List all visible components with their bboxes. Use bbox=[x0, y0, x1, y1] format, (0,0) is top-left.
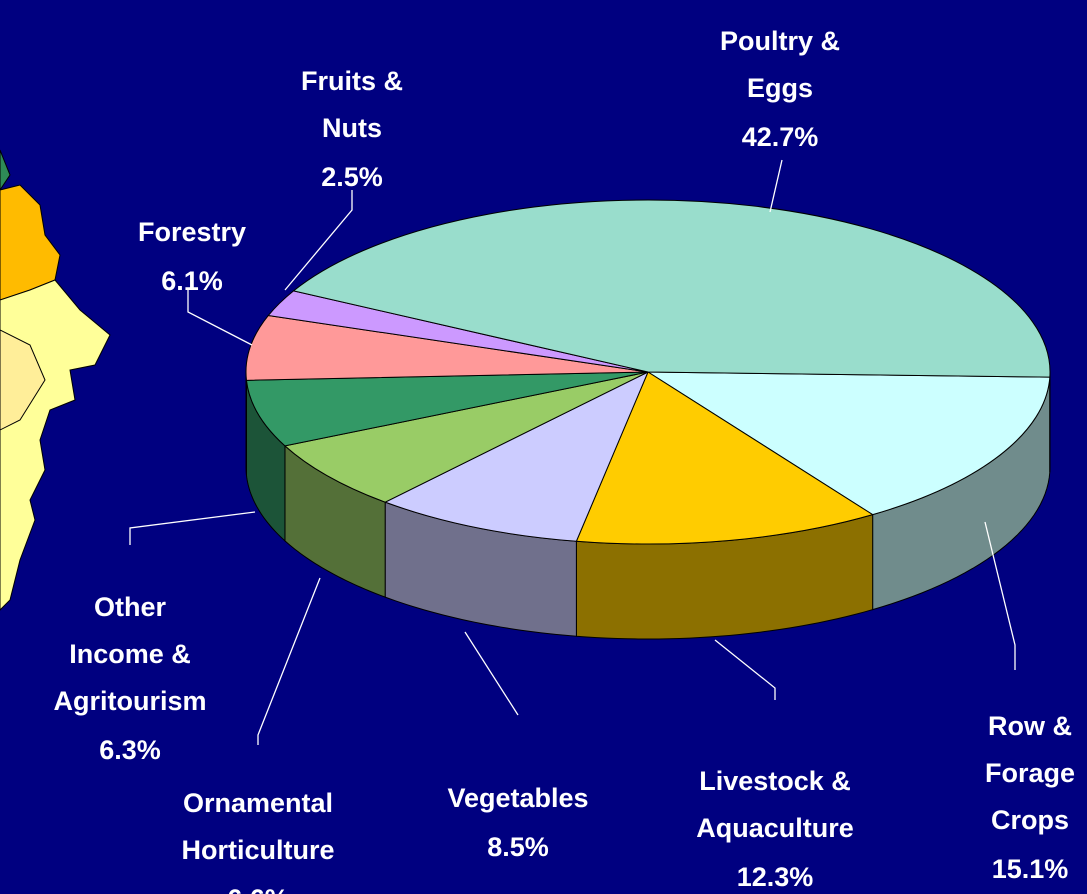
slice-label: Vegetables bbox=[447, 783, 588, 813]
slice bbox=[292, 199, 1051, 378]
leader-line bbox=[284, 190, 353, 291]
pie-tops bbox=[245, 199, 1051, 545]
slice-label: Poultry & Eggs bbox=[720, 26, 840, 103]
leader-line bbox=[187, 290, 253, 346]
map-decoration bbox=[0, 149, 111, 611]
slice-label: Other Income & Agritourism bbox=[53, 592, 206, 716]
slice bbox=[646, 371, 1051, 516]
value-label: 6.1% bbox=[161, 266, 223, 296]
slice bbox=[575, 371, 874, 545]
leader-line bbox=[464, 631, 519, 716]
value-label: 6.6% bbox=[227, 884, 289, 894]
leader-line bbox=[984, 521, 1016, 670]
slice bbox=[245, 371, 649, 447]
value-label: 12.3% bbox=[737, 862, 814, 892]
pie-sides bbox=[245, 371, 1051, 640]
value-label: 15.1% bbox=[992, 854, 1069, 884]
value-label: 6.3% bbox=[99, 735, 161, 765]
value-label: 42.7% bbox=[742, 122, 819, 152]
value-label: 2.5% bbox=[321, 162, 383, 192]
slice-label: Livestock & Aquaculture bbox=[696, 766, 854, 843]
slice-label: Fruits & Nuts bbox=[301, 66, 403, 143]
leader-line bbox=[769, 159, 783, 213]
slice bbox=[245, 315, 649, 381]
leader-line bbox=[714, 639, 776, 700]
leader-line bbox=[257, 577, 321, 745]
leader-line bbox=[129, 511, 256, 545]
slice-label: Forestry bbox=[138, 217, 246, 247]
slice-label: Row & Forage Crops bbox=[985, 711, 1075, 835]
slice bbox=[383, 370, 649, 542]
slice bbox=[283, 371, 649, 503]
slice-label: Ornamental Horticulture bbox=[181, 788, 334, 865]
value-label: 8.5% bbox=[487, 832, 549, 862]
